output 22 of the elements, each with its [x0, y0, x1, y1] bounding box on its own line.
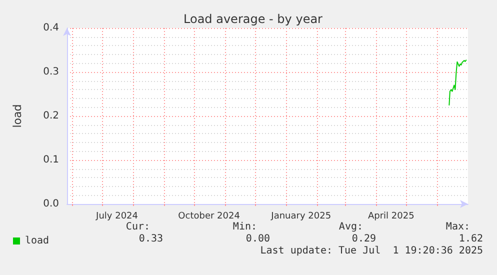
x-tick-label: April 2025	[368, 212, 414, 222]
text: Max:	[446, 222, 470, 232]
text: Last update: Tue Jul 1 19:20:36 2025	[260, 246, 484, 256]
text: Avg:	[338, 222, 364, 232]
y-tick-label: 0.2	[43, 110, 59, 122]
x-tick-label: October 2024	[178, 212, 240, 222]
text: Cur:	[126, 222, 150, 232]
text: Min:	[232, 222, 258, 232]
text: 1.62	[458, 234, 484, 244]
x-tick-label: January 2025	[270, 212, 332, 222]
legend-label: load	[25, 236, 50, 246]
y-tick-label: 0.3	[43, 66, 59, 78]
y-tick-label: 0.0	[43, 198, 59, 210]
y-axis-title: load	[11, 104, 24, 128]
line-series	[448, 60, 467, 106]
y-tick-label: 0.1	[43, 154, 59, 166]
text: 0.33	[138, 234, 164, 244]
y-tick-label: 0.4	[43, 22, 59, 34]
text: 0.29	[352, 234, 376, 244]
x-tick-label: July 2024	[95, 212, 138, 222]
chart-title: Load average - by year	[184, 12, 323, 26]
text: 0.00	[246, 234, 270, 244]
